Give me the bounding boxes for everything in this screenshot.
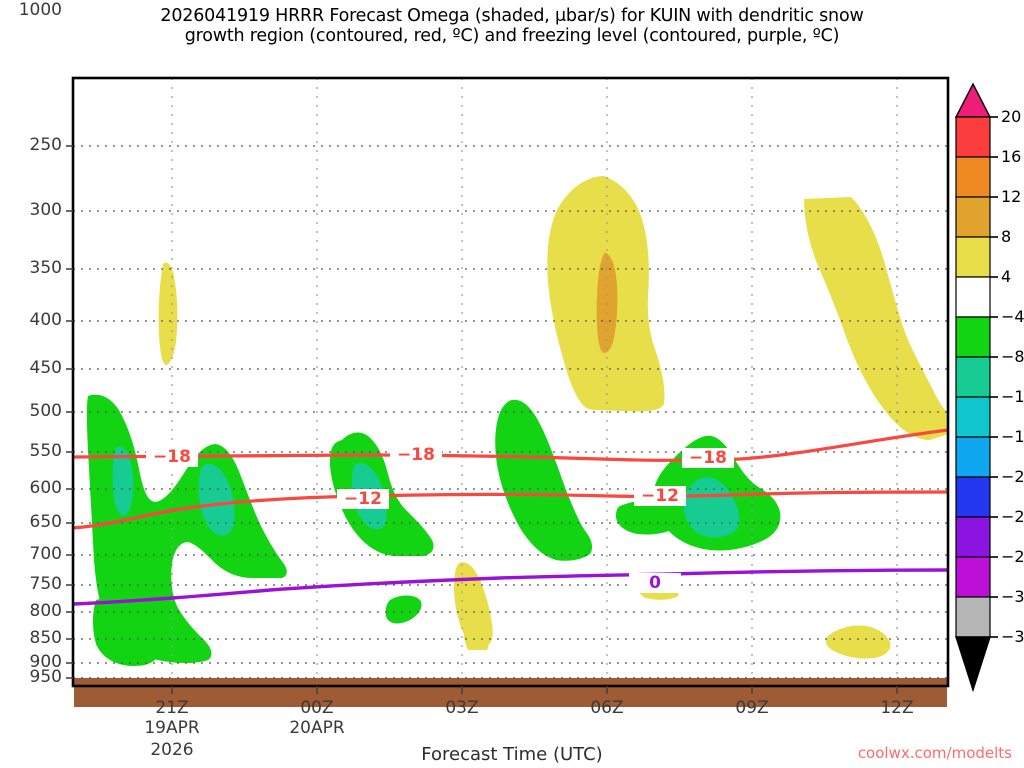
contour-label-red: −12 xyxy=(634,486,686,506)
contour-lines xyxy=(73,428,948,606)
colorbar-tick-label: 8 xyxy=(1001,227,1012,246)
colorbar-tick-label: −16 xyxy=(1001,427,1024,446)
colorbar xyxy=(954,82,998,693)
colorbar-band-neg24-neg20 xyxy=(955,476,991,518)
x-tick-label: 12Z xyxy=(880,698,914,718)
y-tick-label: 750 xyxy=(29,574,62,594)
colorbar-band-neg16-neg12 xyxy=(955,396,991,438)
x-axis-title: Forecast Time (UTC) xyxy=(421,744,603,765)
y-tick-label: 950 xyxy=(29,667,62,687)
contour-red-minus12 xyxy=(73,490,948,530)
y-tick-label: 450 xyxy=(29,358,62,378)
shaded-region-yellow-upperleft xyxy=(158,262,178,365)
x-tick-sublabel-date: 20APR xyxy=(289,718,345,738)
x-tick-marks xyxy=(171,686,898,694)
y-tick-label: 550 xyxy=(29,441,62,461)
shaded-region-green-small-03z xyxy=(385,595,422,624)
y-tick-label: 250 xyxy=(29,135,62,155)
colorbar-tick-label: −28 xyxy=(1001,547,1024,566)
x-tick-label: 06Z xyxy=(590,698,624,718)
colorbar-tick-label: −36 xyxy=(1001,627,1024,646)
colorbar-ticks xyxy=(990,116,998,638)
colorbar-band-8-12 xyxy=(955,196,991,238)
shaded-region-teal-core1 xyxy=(112,446,134,516)
colorbar-tick-label: −24 xyxy=(1001,507,1024,526)
x-tick-label: 09Z xyxy=(735,698,769,718)
colorbar-arrow-bottom xyxy=(955,636,991,693)
y-tick-label: 850 xyxy=(29,628,62,648)
contour-red-minus18 xyxy=(73,428,948,463)
x-tick-sublabel-date: 19APR xyxy=(144,718,200,738)
colorbar-tick-label: −4 xyxy=(1001,307,1024,326)
colorbar-tick-label: 16 xyxy=(1001,147,1022,166)
contour-label-red: −12 xyxy=(337,489,389,509)
shaded-region-orange-core xyxy=(596,252,618,353)
contour-label-purple: 0 xyxy=(629,573,681,593)
y-tick-label: 300 xyxy=(29,200,62,220)
colorbar-band-neg28-neg24 xyxy=(955,516,991,558)
shaded-region-yellow-03z-tail xyxy=(463,624,490,650)
colorbar-tick-label: 4 xyxy=(1001,267,1012,286)
y-tick-label: 900 xyxy=(29,652,62,672)
shaded-region-teal-core2 xyxy=(198,463,235,536)
colorbar-tick-label: −8 xyxy=(1001,347,1024,366)
y-tick-label: 800 xyxy=(29,601,62,621)
y-tick-label: 650 xyxy=(29,512,62,532)
colorbar-band-12-16 xyxy=(955,156,991,198)
shaded-region-teal-core4 xyxy=(683,476,740,538)
x-tick-sublabel-year: 2026 xyxy=(150,740,194,760)
x-tick-label: 00Z xyxy=(300,698,334,718)
colorbar-band-neg8-neg4 xyxy=(955,316,991,358)
colorbar-band-neg36-neg32 xyxy=(955,596,991,638)
chart-title-line2: growth region (contoured, red, ºC) and f… xyxy=(184,26,840,46)
y-tick-label: 600 xyxy=(29,478,62,498)
colorbar-band-neg12-neg8 xyxy=(955,356,991,398)
colorbar-tick-label: −12 xyxy=(1001,387,1024,406)
colorbar-tick-label: −32 xyxy=(1001,587,1024,606)
x-tick-label: 03Z xyxy=(445,698,479,718)
y-tick-marks xyxy=(66,145,73,679)
y-tick-label: 400 xyxy=(29,310,62,330)
y-tick-label: 700 xyxy=(29,544,62,564)
terrain-band xyxy=(74,678,947,707)
shaded-region-green-08z-tail xyxy=(616,499,684,535)
colorbar-arrow-top xyxy=(954,82,992,118)
shaded-omega-regions xyxy=(86,176,948,666)
watermark: coolwx.com/modelts xyxy=(857,744,1012,762)
y-tick-label: 350 xyxy=(29,258,62,278)
chart-title: 2026041919 HRRR Forecast Omega (shaded, … xyxy=(0,6,1024,46)
shaded-region-yellow-right xyxy=(804,197,948,440)
colorbar-tick-label: 20 xyxy=(1001,107,1022,126)
colorbar-tick-label: −20 xyxy=(1001,467,1024,486)
contour-label-red: −18 xyxy=(682,448,734,468)
colorbar-tick-label: 12 xyxy=(1001,187,1022,206)
contour-purple-zero xyxy=(73,568,948,606)
x-tick-label: 21Z xyxy=(155,698,189,718)
colorbar-band-neg4-4 xyxy=(955,276,991,318)
shaded-region-green-04z xyxy=(495,399,593,561)
shaded-region-yellow-11z xyxy=(825,625,891,659)
y-tick-label: 1000 xyxy=(18,0,62,20)
shaded-region-green-left xyxy=(86,394,287,663)
plot-frame xyxy=(71,76,950,688)
contour-label-red: −18 xyxy=(146,447,198,467)
colorbar-band-neg32-neg28 xyxy=(955,556,991,598)
y-tick-label: 500 xyxy=(29,401,62,421)
colorbar-band-neg20-neg16 xyxy=(955,436,991,478)
chart-title-line1: 2026041919 HRRR Forecast Omega (shaded, … xyxy=(160,6,864,26)
colorbar-band-4-8 xyxy=(955,236,991,278)
colorbar-band-16-20 xyxy=(955,116,991,158)
contour-label-red: −18 xyxy=(390,445,442,465)
shaded-region-green-left-lobe xyxy=(93,598,160,666)
